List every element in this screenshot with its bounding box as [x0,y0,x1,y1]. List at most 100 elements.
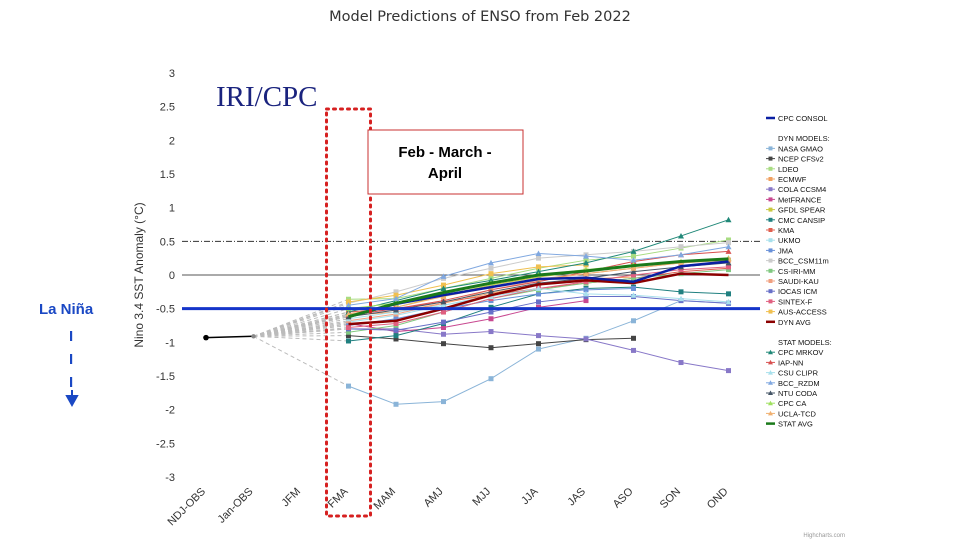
y-tick-label: 0.5 [160,236,175,248]
y-tick-label: -2.5 [156,438,175,450]
data-point [726,291,731,297]
legend-label: GFDL SPEAR [778,206,826,215]
legend-swatch-marker [768,289,773,294]
x-tick-label: ASO [611,485,636,510]
data-point [393,327,399,333]
legend-label: ECMWF [778,175,807,184]
data-point [488,329,494,335]
legend-label: NCEP CFSv2 [778,155,824,164]
data-point [678,251,684,258]
highcharts-credit: Highcharts.com [803,533,845,539]
data-point [536,333,541,339]
legend: CPC CONSOL DYN MODELS:NASA GMAO NCEP CFSv2… [766,114,832,429]
legend-label: IAP-NN [778,358,803,367]
y-axis-label: Nino 3.4 SST Anomaly (°C) [132,202,146,347]
series-nasa-gmao [346,298,731,407]
legend-swatch-marker [768,197,773,202]
x-tick-label: SON [658,486,683,511]
data-point [346,325,351,331]
legend-item: DYN AVG [766,318,811,327]
fan-line [253,335,349,342]
observed-line [205,335,254,339]
data-point [535,268,542,275]
legend-label: SAUDI-KAU [778,277,819,286]
legend-label: CSU CLIPR [778,369,819,378]
legend-label: KMA [778,226,794,235]
data-point [630,257,637,263]
data-point [346,299,351,305]
data-point [440,273,447,279]
data-point [536,299,541,305]
legend-swatch-marker [768,217,773,222]
legend-swatch-marker [768,156,773,161]
legend-label: SINTEX-F [778,297,813,306]
legend-swatch-marker [768,410,773,416]
legend-swatch-marker [768,279,773,283]
season-callout-line1: Feb - March - [398,144,491,161]
legend-label: CPC CA [778,399,806,408]
legend-swatch-marker [768,146,773,151]
legend-item: JMA [766,246,793,255]
legend-item: NCEP CFSv2 [766,155,824,164]
series-line [348,264,587,303]
fan-line [253,304,349,337]
data-point [726,237,731,243]
data-point [725,298,732,305]
data-point [346,296,351,302]
observed-point [203,334,209,341]
legend-label: AUS-ACCESS [778,308,827,317]
series-line [348,300,729,405]
x-tick-label: JFM [280,486,304,510]
data-point [583,253,589,259]
la-nina-arrow-icon [65,390,79,408]
data-point [346,329,351,335]
data-point [535,250,542,256]
fan-line [253,331,349,337]
legend-item: BCC_RZDM [766,379,820,388]
data-point [583,259,589,266]
legend-label: CPC MRKOV [778,348,823,357]
legend-swatch-marker [768,187,773,192]
legend-item: UCLA-TCD [766,409,817,418]
series-stat-avg [348,257,729,319]
data-point [488,271,494,277]
data-point [631,275,636,281]
legend-item: CPC CA [766,399,806,408]
data-point [678,244,684,250]
legend-label: DYN AVG [778,318,811,327]
data-point [393,295,399,302]
data-point [441,399,446,405]
legend-item: SAUDI-KAU [766,277,819,286]
data-point [488,309,494,315]
data-point [630,292,637,298]
y-tick-label: -1 [165,337,175,349]
legend-swatch-marker [768,349,773,355]
fan-line [253,327,349,337]
data-point [488,376,494,382]
legend-swatch-marker [768,207,773,212]
data-point [440,285,447,291]
data-point [725,248,732,254]
data-point [441,331,446,337]
data-point [583,290,589,297]
season-callout-line2: April [428,165,462,182]
x-tick-label: MJJ [470,486,493,509]
legend-swatch-marker [768,248,773,253]
legend-item: ECMWF [766,175,807,184]
season-highlight-box [325,107,372,518]
legend-item: COLA CCSM4 [766,185,826,194]
x-tick-label: NDJ-OBS [165,486,208,529]
data-point [630,265,637,271]
y-tick-label: 1.5 [160,169,175,181]
x-tick-label: JAS [565,486,588,509]
legend-label: BCC_RZDM [778,379,820,388]
legend-label: JMA [778,246,793,255]
x-tick-label: JJA [519,485,541,507]
legend-label: UKMO [778,236,801,245]
legend-item: SINTEX-F [766,297,813,306]
data-point [630,248,637,254]
y-tick-label: 1 [169,203,175,215]
legend-group-heading: STAT MODELS: [778,338,832,347]
legend-swatch-marker [768,258,773,263]
data-point [583,298,589,304]
